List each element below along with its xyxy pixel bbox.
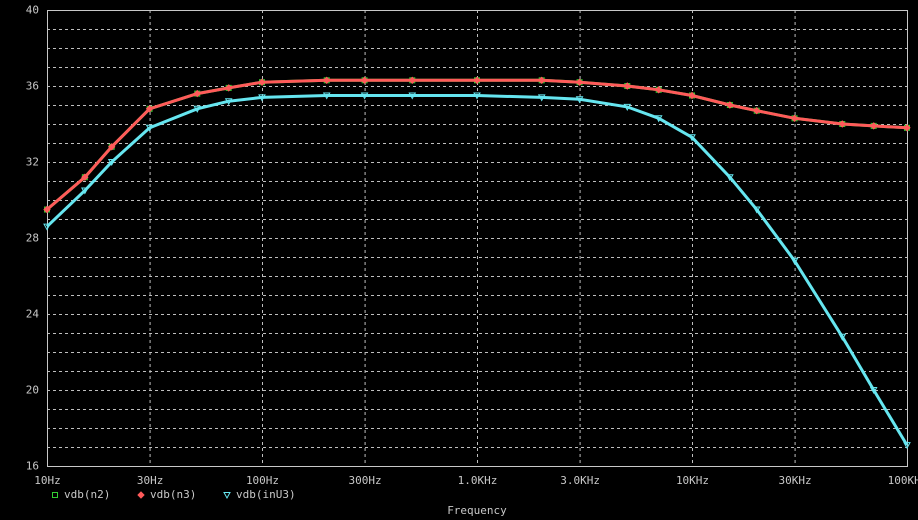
marker-triangle <box>688 134 696 142</box>
marker-diamond <box>137 491 145 499</box>
marker-diamond <box>258 78 266 86</box>
y-tick-label: 32 <box>26 156 39 169</box>
legend-label: vdb(n3) <box>150 488 196 501</box>
y-tick-label: 36 <box>26 80 39 93</box>
x-axis-label: Frequency <box>447 504 507 517</box>
marker-triangle <box>623 103 632 111</box>
marker-triangle <box>81 187 89 195</box>
marker-triangle <box>575 96 584 104</box>
marker-diamond <box>145 105 154 113</box>
y-tick-label: 24 <box>26 308 40 321</box>
marker-triangle <box>726 174 734 182</box>
marker-triangle <box>224 98 233 106</box>
x-tick-label: 3.0KHz <box>560 474 600 487</box>
x-tick-label: 100KHz <box>888 474 918 487</box>
legend-label: vdb(n2) <box>64 488 110 501</box>
x-tick-label: 10Hz <box>34 474 61 487</box>
marker-triangle <box>869 387 878 395</box>
marker-diamond <box>108 143 116 151</box>
x-tick-label: 30KHz <box>779 474 812 487</box>
marker-triangle <box>903 442 911 450</box>
marker-triangle <box>838 333 847 341</box>
legend-label: vdb(inU3) <box>236 488 296 501</box>
marker-square <box>52 492 58 498</box>
marker-triangle <box>322 92 331 100</box>
x-tick-label: 100Hz <box>246 474 279 487</box>
marker-triangle <box>145 124 154 132</box>
marker-diamond <box>193 89 201 98</box>
marker-diamond <box>408 76 416 85</box>
marker-triangle <box>752 206 761 214</box>
marker-triangle <box>193 105 202 113</box>
marker-triangle <box>43 223 51 231</box>
marker-diamond <box>360 76 369 85</box>
x-tick-label: 10KHz <box>676 474 709 487</box>
marker-diamond <box>790 114 799 123</box>
marker-diamond <box>838 120 846 128</box>
marker-diamond <box>473 76 481 85</box>
marker-triangle <box>537 94 546 102</box>
marker-triangle <box>107 159 116 167</box>
marker-triangle <box>258 94 266 102</box>
y-tick-label: 20 <box>26 384 39 397</box>
marker-diamond <box>903 124 911 132</box>
x-tick-label: 30Hz <box>137 474 164 487</box>
x-tick-label: 1.0KHz <box>458 474 498 487</box>
marker-triangle <box>473 92 481 100</box>
x-tick-label: 300Hz <box>349 474 382 487</box>
marker-diamond <box>81 173 89 181</box>
marker-diamond <box>753 106 761 115</box>
marker-diamond <box>575 78 584 86</box>
marker-diamond <box>538 76 546 85</box>
marker-diamond <box>323 76 331 85</box>
marker-diamond <box>43 205 51 214</box>
marker-diamond <box>654 86 663 94</box>
marker-diamond <box>224 84 233 92</box>
y-tick-label: 40 <box>26 4 39 17</box>
marker-triangle <box>360 92 369 100</box>
plot-frame <box>47 10 908 467</box>
marker-triangle <box>790 257 799 265</box>
series-line <box>46 78 908 211</box>
marker-diamond <box>869 122 878 130</box>
marker-triangle <box>654 115 663 123</box>
marker-diamond <box>688 91 696 100</box>
y-tick-label: 16 <box>26 460 39 473</box>
marker-triangle <box>223 492 231 500</box>
marker-triangle <box>408 92 417 100</box>
y-tick-label: 28 <box>26 232 39 245</box>
series-line <box>45 94 909 446</box>
marker-diamond <box>623 82 631 90</box>
marker-diamond <box>726 101 734 109</box>
